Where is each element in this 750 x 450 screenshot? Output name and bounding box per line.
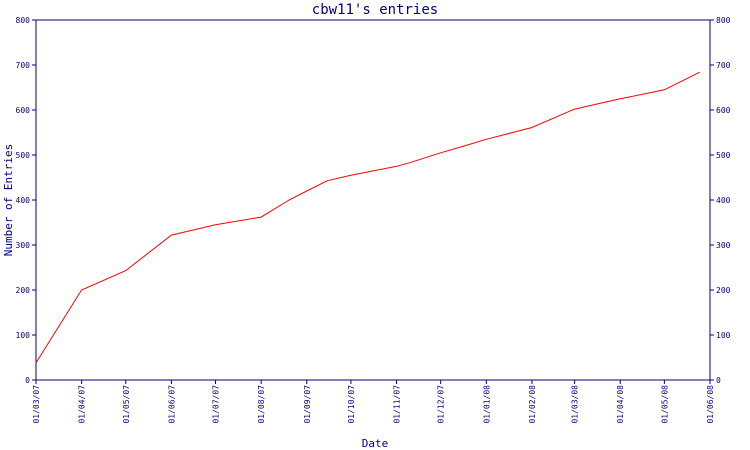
y-tick-label-right: 300: [716, 241, 731, 250]
x-tick-label: 01/09/07: [303, 385, 312, 424]
x-tick-label: 01/12/07: [437, 385, 446, 424]
x-tick-label: 01/07/07: [212, 385, 221, 424]
x-tick-label: 01/10/07: [347, 385, 356, 424]
y-tick-label-left: 300: [16, 241, 31, 250]
y-tick-label-right: 100: [716, 331, 731, 340]
series-layer: [35, 71, 700, 364]
y-tick-label-right: 200: [716, 286, 731, 295]
plot-frame: [35, 19, 711, 381]
x-tick-label: 01/01/08: [482, 385, 491, 424]
y-tick-label-right: 0: [716, 376, 721, 385]
x-tick-label: 01/04/08: [616, 385, 625, 424]
x-tick-label: 01/04/07: [78, 385, 87, 424]
x-tick-label: 01/05/08: [660, 385, 669, 424]
x-tick-label: 01/03/08: [571, 385, 580, 424]
series-line: [35, 71, 700, 364]
y-axis-right: 0 100 200 300 400 500 600 700 800: [710, 16, 731, 385]
y-axis-left: 0 100 200 300 400 500 600 700 800: [16, 16, 36, 385]
y-tick-label-left: 400: [16, 196, 31, 205]
x-axis: 01/03/07 01/04/07 01/05/07 01/06/07 01/07/07…: [32, 380, 715, 424]
x-tick-label: 01/03/07: [32, 385, 41, 424]
x-tick-label: 01/06/08: [706, 385, 715, 424]
y-tick-label-right: 600: [716, 106, 731, 115]
y-tick-label-left: 100: [16, 331, 31, 340]
y-tick-label-left: 800: [16, 16, 31, 25]
y-tick-label-right: 400: [716, 196, 731, 205]
y-axis-label: Number of Entries: [2, 144, 15, 257]
x-tick-label: 01/08/07: [257, 385, 266, 424]
y-tick-label-right: 800: [716, 16, 731, 25]
y-tick-label-left: 500: [16, 151, 31, 160]
chart-title: cbw11's entries: [312, 2, 438, 18]
y-tick-label-left: 0: [25, 376, 30, 385]
x-tick-label: 01/06/07: [167, 385, 176, 424]
x-tick-label: 01/02/08: [528, 385, 537, 424]
y-tick-label-left: 200: [16, 286, 31, 295]
y-tick-label-right: 500: [716, 151, 731, 160]
x-tick-label: 01/11/07: [393, 385, 402, 424]
y-tick-label-right: 700: [716, 61, 731, 70]
x-tick-label: 01/05/07: [122, 385, 131, 424]
x-axis-label: Date: [362, 437, 389, 450]
y-tick-label-left: 700: [16, 61, 31, 70]
y-tick-label-left: 600: [16, 106, 31, 115]
